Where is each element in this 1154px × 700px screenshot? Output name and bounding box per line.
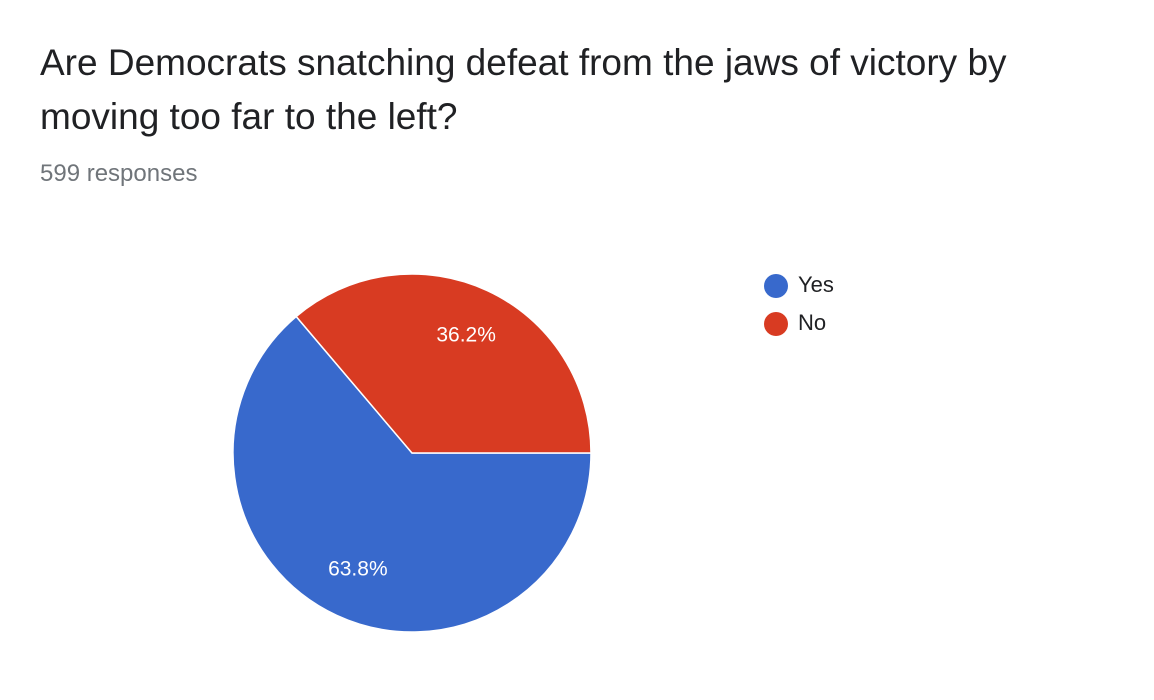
- legend-label: No: [798, 310, 826, 335]
- slice-label: 63.8%: [328, 558, 388, 581]
- chart-title: Are Democrats snatching defeat from the …: [40, 42, 1007, 137]
- pie-slice: [295, 273, 592, 454]
- legend-marker: [764, 312, 788, 336]
- legend-marker: [764, 274, 788, 298]
- pie-slice: [232, 315, 592, 633]
- response-count: 599 responses: [40, 160, 198, 187]
- legend-label: Yes: [798, 272, 834, 297]
- slice-label: 36.2%: [436, 324, 496, 347]
